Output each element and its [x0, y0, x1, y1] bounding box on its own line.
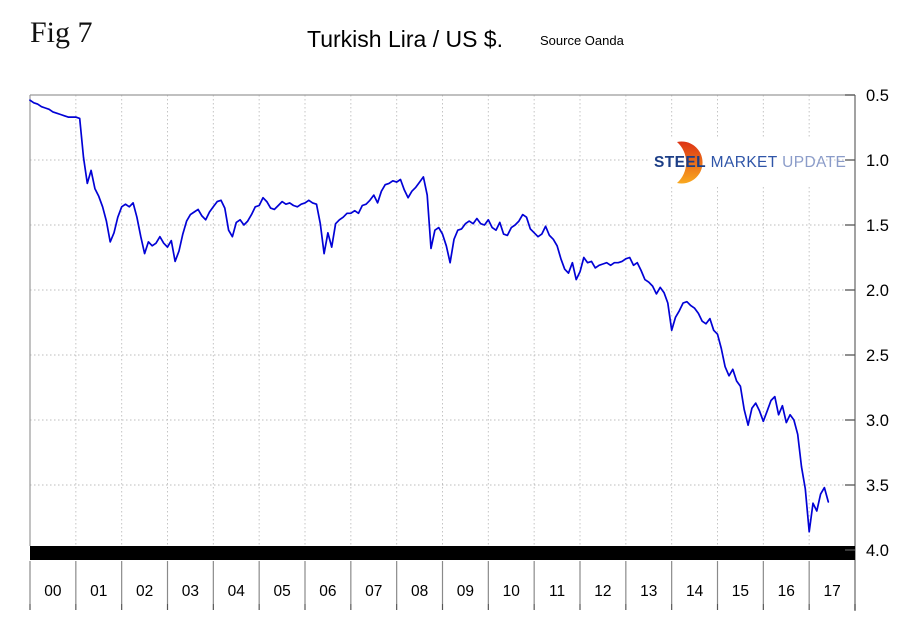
x-axis-tick-label: 08 — [411, 583, 428, 600]
logo-word-update: UPDATE — [782, 154, 847, 171]
x-axis-bar — [30, 546, 855, 560]
chart-title: Turkish Lira / US $. — [307, 26, 503, 52]
x-axis-tick-label: 17 — [823, 583, 840, 600]
y-axis-tick-label: 2.5 — [866, 347, 889, 365]
x-axis-tick-label: 05 — [273, 583, 290, 600]
x-axis-tick-label: 04 — [228, 583, 246, 600]
y-axis-tick-label: 0.5 — [866, 87, 889, 105]
logo-word-market: MARKET — [710, 154, 778, 171]
steel-market-update-logo: STEEL MARKET UPDATE — [648, 139, 846, 186]
y-axis-tick-label: 4.0 — [866, 542, 889, 560]
logo-crescent-icon — [677, 141, 703, 184]
x-axis-tick-label: 09 — [457, 583, 474, 600]
x-axis-tick-label: 13 — [640, 583, 657, 600]
x-axis-tick-label: 02 — [136, 583, 153, 600]
y-axis-tick-label: 3.0 — [866, 412, 889, 430]
x-axis-tick-label: 12 — [594, 583, 611, 600]
x-axis-tick-label: 14 — [686, 583, 704, 600]
x-axis-tick-label: 03 — [182, 583, 199, 600]
x-axis-tick-label: 11 — [549, 583, 565, 600]
x-axis-tick-label: 10 — [503, 583, 521, 600]
figure-number-label: Fig 7 — [30, 16, 93, 49]
x-axis-tick-label: 07 — [365, 583, 382, 600]
chart-source-label: Source Oanda — [540, 33, 624, 48]
logo-text: STEEL MARKET UPDATE — [654, 154, 846, 172]
x-axis-tick-label: 01 — [90, 583, 107, 600]
x-axis-tick-label: 15 — [732, 583, 749, 600]
logo-word-steel: STEEL — [654, 154, 706, 171]
y-axis-tick-label: 1.0 — [866, 152, 889, 170]
y-axis-tick-label: 1.5 — [866, 217, 889, 235]
x-axis-tick-label: 00 — [44, 583, 62, 600]
x-axis-tick-label: 16 — [778, 583, 795, 600]
y-axis-tick-label: 3.5 — [866, 477, 889, 495]
y-axis-tick-label: 2.0 — [866, 282, 889, 300]
x-axis-tick-label: 06 — [319, 583, 336, 600]
exchange-rate-line — [29, 99, 830, 533]
